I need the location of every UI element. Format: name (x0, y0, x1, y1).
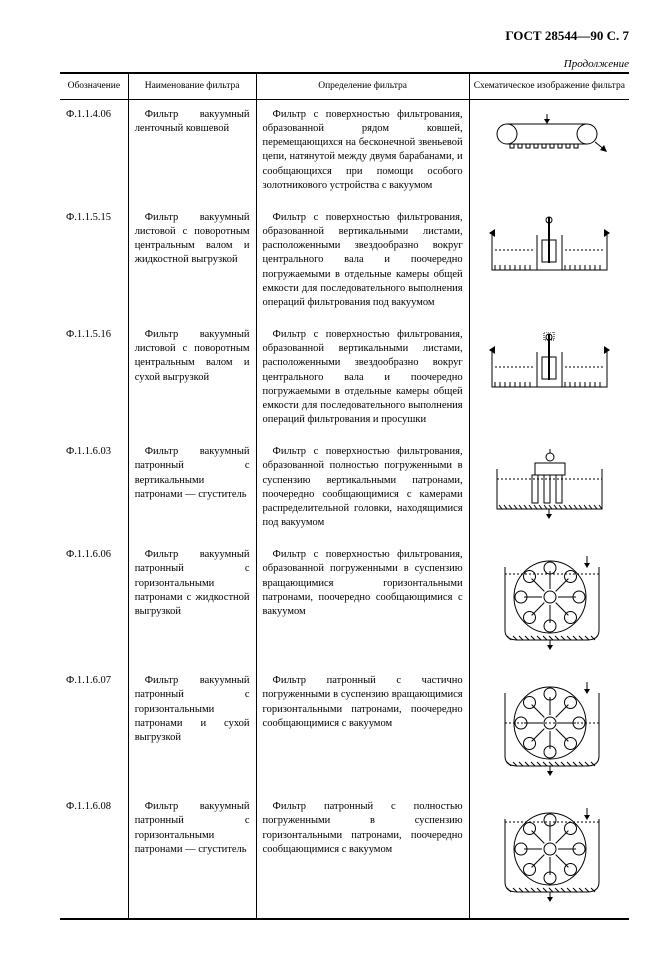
table-row: Ф.1.1.5.15Фильтр вакуумный листовой с по… (60, 203, 629, 320)
cell-diagram (469, 792, 629, 919)
cell-definition: Фильтр с поверхностью фильтрования, обра… (256, 99, 469, 203)
diagram-svg (487, 449, 612, 521)
diagram-svg (487, 678, 612, 778)
cell-code: Ф.1.1.5.15 (60, 203, 128, 320)
cell-name: Фильтр вакуумный листовой с поворотным ц… (128, 320, 256, 437)
cell-name: Фильтр вакуумный патронный с вертикальны… (128, 437, 256, 540)
cell-diagram (469, 203, 629, 320)
table-header-row: Обозначение Наименование фильтра Определ… (60, 73, 629, 99)
table-body: Ф.1.1.4.06Фильтр вакуумный ленточный ков… (60, 99, 629, 919)
cell-code: Ф.1.1.6.06 (60, 540, 128, 666)
col-header-code: Обозначение (60, 73, 128, 99)
table-row: Ф.1.1.6.07Фильтр вакуумный патронный с г… (60, 666, 629, 792)
diagram-svg (487, 552, 612, 652)
filters-table: Обозначение Наименование фильтра Определ… (60, 72, 629, 920)
table-row: Ф.1.1.6.08Фильтр вакуумный патронный с г… (60, 792, 629, 919)
cell-code: Ф.1.1.6.08 (60, 792, 128, 919)
cell-definition: Фильтр с поверхностью фильтрования, обра… (256, 437, 469, 540)
cell-diagram (469, 666, 629, 792)
cell-diagram (469, 99, 629, 203)
cell-code: Ф.1.1.4.06 (60, 99, 128, 203)
col-header-def: Определение фильтра (256, 73, 469, 99)
cell-definition: Фильтр с поверхностью фильтрования, обра… (256, 540, 469, 666)
col-header-diagram: Схематическое изображение фильтра (469, 73, 629, 99)
cell-code: Ф.1.1.6.07 (60, 666, 128, 792)
cell-code: Ф.1.1.5.16 (60, 320, 128, 437)
table-row: Ф.1.1.5.16Фильтр вакуумный листовой с по… (60, 320, 629, 437)
cell-name: Фильтр вакуумный патронный с горизонталь… (128, 792, 256, 919)
table-row: Ф.1.1.6.06Фильтр вакуумный патронный с г… (60, 540, 629, 666)
cell-diagram (469, 437, 629, 540)
cell-name: Фильтр вакуумный патронный с горизонталь… (128, 540, 256, 666)
page: ГОСТ 28544—90 С. 7 Продолжение Обозначен… (0, 0, 661, 960)
cell-name: Фильтр вакуумный ленточный ковшевой (128, 99, 256, 203)
cell-definition: Фильтр с поверхностью фильтрования, обра… (256, 203, 469, 320)
table-row: Ф.1.1.6.03Фильтр вакуумный патронный с в… (60, 437, 629, 540)
cell-name: Фильтр вакуумный патронный с горизонталь… (128, 666, 256, 792)
cell-diagram (469, 540, 629, 666)
col-header-name: Наименование фильтра (128, 73, 256, 99)
diagram-svg (487, 112, 612, 157)
document-header: ГОСТ 28544—90 С. 7 (60, 28, 629, 44)
cell-name: Фильтр вакуумный листовой с поворотным ц… (128, 203, 256, 320)
cell-definition: Фильтр патронный с частично погруженными… (256, 666, 469, 792)
cell-definition: Фильтр патронный с полностью погруженным… (256, 792, 469, 919)
table-row: Ф.1.1.4.06Фильтр вакуумный ленточный ков… (60, 99, 629, 203)
cell-diagram (469, 320, 629, 437)
cell-definition: Фильтр с поверхностью фильтрования, обра… (256, 320, 469, 437)
continuation-label: Продолжение (60, 58, 629, 70)
cell-code: Ф.1.1.6.03 (60, 437, 128, 540)
diagram-svg (487, 215, 612, 275)
diagram-svg (487, 804, 612, 904)
diagram-svg (487, 332, 612, 392)
